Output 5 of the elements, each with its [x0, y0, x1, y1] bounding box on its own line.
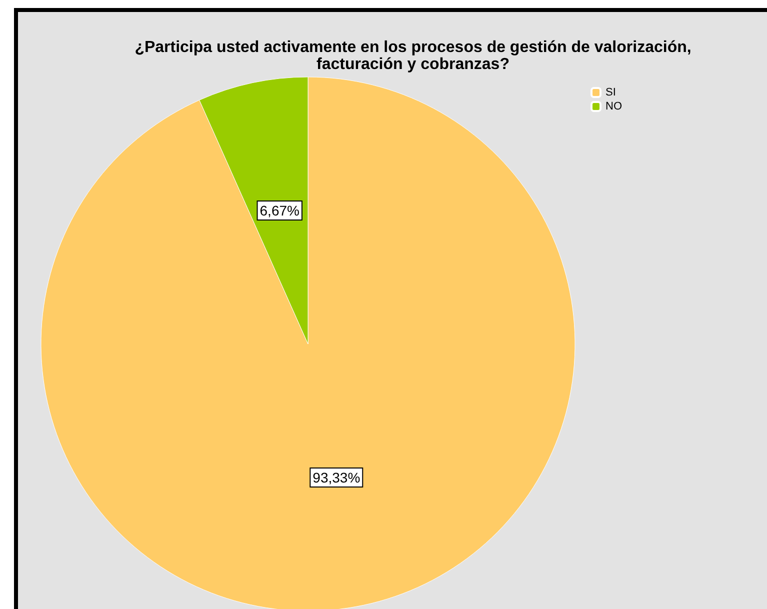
legend-label: SI: [606, 86, 616, 98]
data-label: 93,33%: [312, 470, 360, 486]
chart-title: ¿Participa usted activamente en los procesos de gestión de valorización, facturación y cobranzas?: [134, 39, 692, 73]
data-label: 6,67%: [260, 202, 300, 218]
legend-label: NO: [606, 100, 622, 112]
